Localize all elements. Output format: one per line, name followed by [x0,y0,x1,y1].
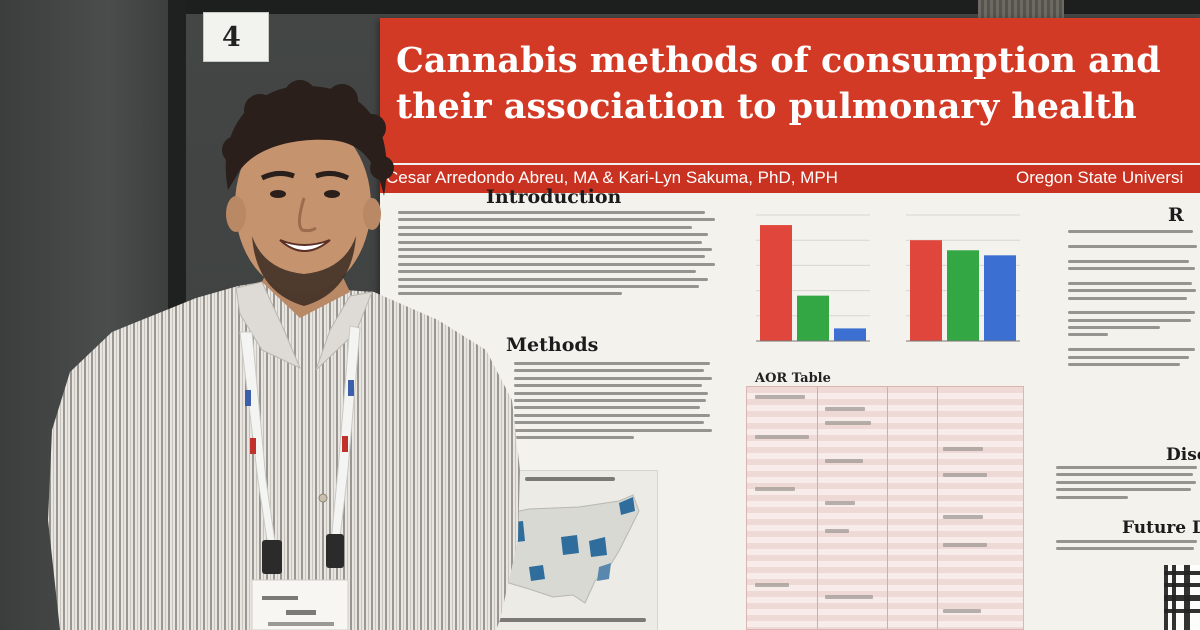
poster-authors: Cesar Arredondo Abreu, MA & Kari-Lyn Sak… [386,168,838,187]
bar-2 [797,295,829,341]
ceiling-vent [978,0,1064,20]
poster-affiliation: Oregon State Universi [1016,168,1184,187]
poster-banner [380,18,1200,170]
authors-bar [380,163,1200,193]
bar-chart-2-svg [906,214,1020,342]
aor-table [746,386,1024,630]
exhibit-wall-left [0,0,180,630]
bar-3 [984,255,1016,341]
bar-1 [910,240,942,341]
bar-1 [760,225,792,341]
section-future-partial: Future D [1122,518,1200,538]
bar-2 [947,250,979,341]
section-aor-table: AOR Table [755,371,831,386]
intro-body-text [398,211,718,300]
us-map-figure [468,470,658,630]
qr-code [1164,565,1200,630]
section-results-partial: R [1168,204,1184,226]
map-caption-lower [476,618,646,622]
future-body-text [1056,540,1200,555]
board-top-strip [186,0,1200,14]
us-map-graphic [471,494,640,604]
section-introduction: Introduction [486,186,622,208]
bar-chart-2 [900,201,1028,363]
booth-number: 4 [222,21,241,53]
section-discussion-partial: Disc [1166,445,1200,465]
board-panel-edge [168,0,186,630]
research-poster: Cannabis methods of consumption and thei… [380,18,1200,630]
bar-chart-1 [750,201,878,363]
discussion-body-text [1056,466,1200,503]
poster-title: Cannabis methods of consumption and thei… [396,40,1161,127]
section-methods: Methods [506,334,599,356]
booth-number-card: 4 [203,12,269,62]
bar-3 [834,328,866,341]
methods-body-text [514,362,714,443]
results-body-text [1068,230,1200,370]
bar-chart-1-svg [756,214,870,342]
